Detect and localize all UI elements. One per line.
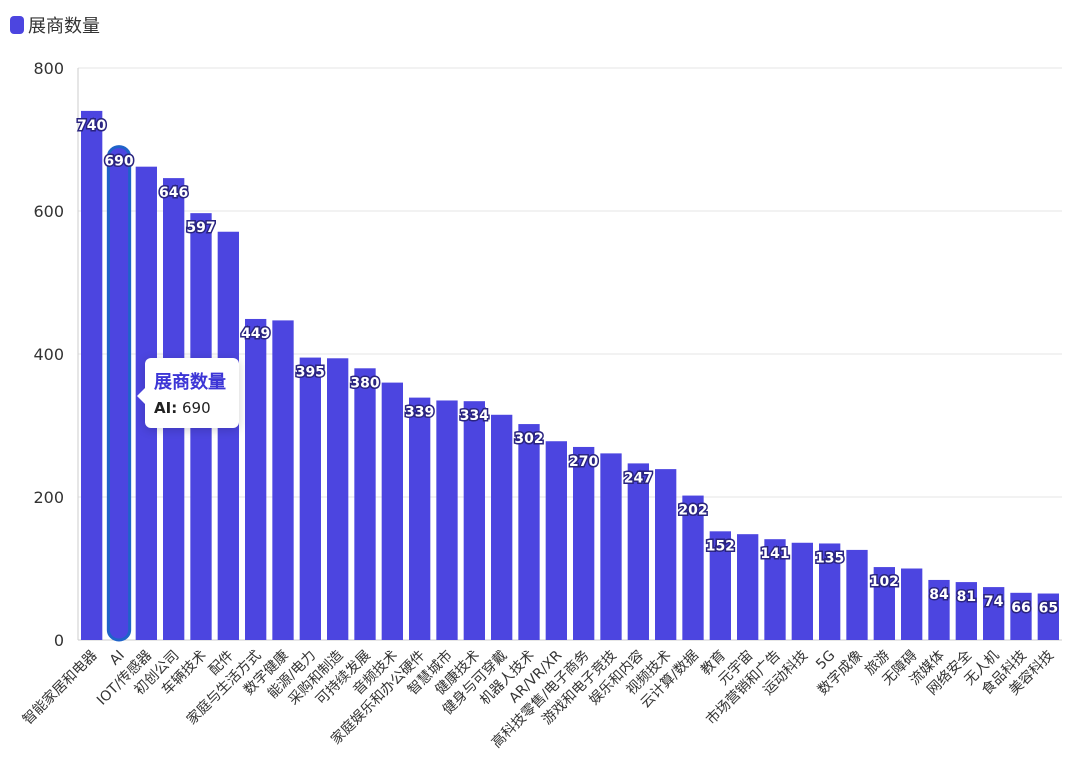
bar (463, 401, 485, 640)
data-label: 449 (241, 326, 270, 342)
data-label: 84 (929, 587, 949, 603)
bar (245, 318, 267, 640)
data-label: 597 (186, 220, 215, 236)
tooltip-value: 690 (181, 399, 211, 417)
bar (491, 414, 513, 640)
y-tick-label: 200 (33, 488, 64, 507)
data-label: 81 (957, 589, 976, 605)
bar (655, 469, 677, 640)
legend[interactable]: 展商数量 (10, 12, 100, 38)
bar (627, 463, 649, 640)
bar (381, 382, 403, 640)
x-tick-label: 智能家居和电器 (19, 647, 100, 728)
bar (81, 110, 103, 640)
tooltip-row: AI: 690 (154, 399, 239, 417)
bar (901, 568, 923, 640)
bar (873, 567, 895, 640)
bar (600, 453, 622, 640)
y-tick-label: 600 (33, 202, 64, 221)
data-label: 202 (678, 503, 707, 519)
bar (846, 549, 868, 640)
bar (573, 446, 595, 640)
data-label: 646 (159, 185, 188, 201)
data-label: 395 (296, 365, 325, 381)
data-label: 339 (405, 405, 434, 421)
bar (1037, 593, 1059, 640)
data-label: 65 (1039, 601, 1058, 617)
data-label: 247 (624, 470, 653, 486)
y-tick-label: 800 (33, 59, 64, 78)
y-tick-label: 400 (33, 345, 64, 364)
data-label: 270 (569, 454, 598, 470)
bar (819, 543, 841, 640)
bar (545, 441, 567, 640)
data-label: 66 (1011, 600, 1030, 616)
bar (299, 357, 321, 640)
bar (983, 587, 1005, 640)
y-axis: 0 200 400 600 800 (33, 59, 1062, 650)
y-tick-label: 0 (54, 631, 64, 650)
bar (354, 368, 376, 640)
bar (928, 579, 950, 640)
tooltip: 展商数量 AI: 690 (137, 358, 239, 428)
bars (81, 110, 1059, 642)
bar (791, 542, 813, 640)
bar (709, 531, 731, 640)
data-label: 141 (760, 546, 789, 562)
bar (737, 534, 759, 640)
data-label: 102 (870, 574, 899, 590)
bar (518, 424, 540, 640)
bar (955, 582, 977, 640)
bar (682, 495, 704, 640)
bar-highlighted (106, 145, 132, 642)
bar (409, 397, 431, 640)
bar (436, 400, 458, 640)
data-label: 152 (706, 538, 735, 554)
data-label: 380 (350, 375, 379, 391)
bar (327, 358, 349, 640)
bar (1010, 592, 1032, 640)
data-labels: 740 690 646 597 449 395 380 339 334 302 270 247 202 1… (76, 116, 1060, 618)
tooltip-key: AI: (154, 399, 178, 417)
data-label: 690 (104, 154, 133, 170)
legend-label: 展商数量 (28, 16, 100, 37)
data-label: 334 (460, 408, 489, 424)
x-axis: 智能家居和电器 AIIOT/传感器初创公司车辆技术配件家庭与生活方式数字健康能源/… (19, 647, 1057, 751)
bar (272, 320, 294, 640)
data-label: 74 (984, 594, 1004, 610)
data-label: 135 (815, 550, 844, 566)
bar (764, 539, 786, 640)
bar (217, 231, 239, 641)
data-label: 740 (77, 118, 106, 134)
tooltip-title: 展商数量 (154, 372, 226, 393)
data-label: 302 (514, 431, 543, 447)
legend-swatch (10, 16, 24, 34)
